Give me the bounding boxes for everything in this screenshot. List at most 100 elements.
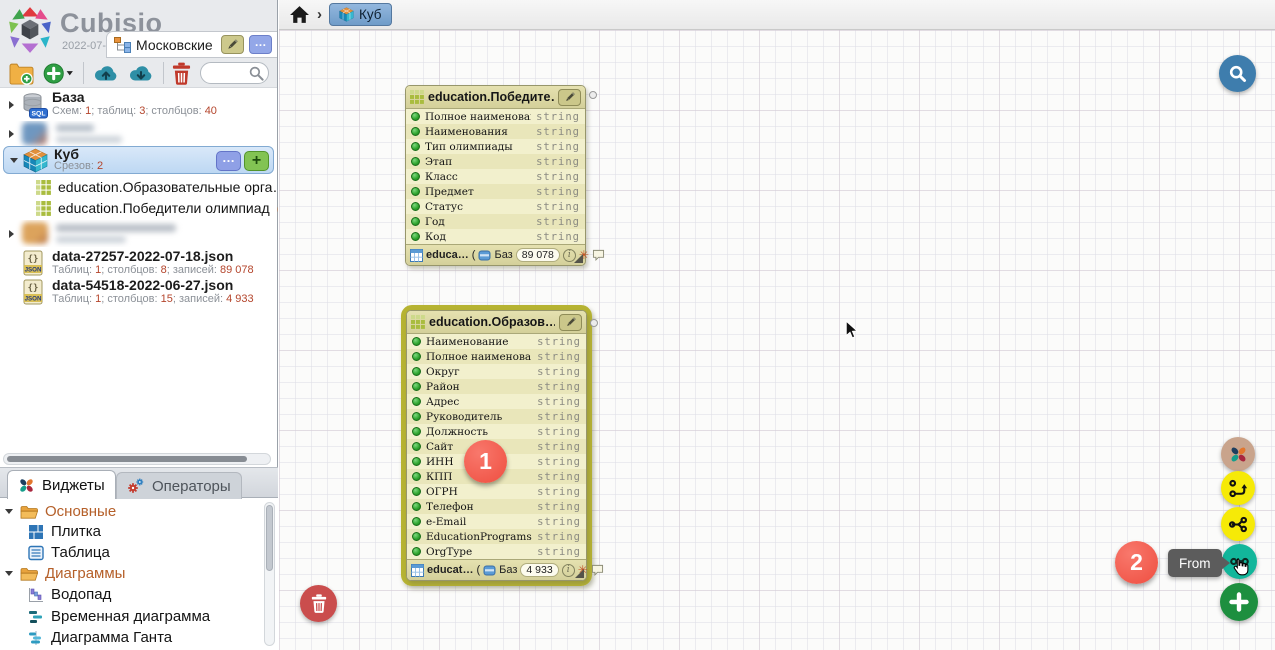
card-field-row[interactable]: Полное наименование string	[406, 109, 585, 124]
chevron-down-icon[interactable]	[5, 509, 13, 514]
cube-more-button[interactable]: …	[216, 151, 241, 171]
tree-item-slice[interactable]: education.Образовательные орга…	[0, 177, 278, 197]
widget-item-gantt[interactable]: Диаграмма Ганта	[28, 627, 172, 648]
card-field-row[interactable]: Год string	[406, 214, 585, 229]
project-edit-button[interactable]	[221, 35, 244, 54]
plus-icon	[1229, 592, 1249, 612]
table-card-winners[interactable]: education.Победите… Полное наименование …	[405, 85, 604, 266]
project-chip[interactable]: Московские школы …	[106, 31, 277, 58]
tree-item-redacted[interactable]	[0, 220, 278, 247]
widget-item-waterfall[interactable]: Водопад	[28, 584, 111, 605]
scrollbar-thumb[interactable]	[266, 505, 273, 571]
redacted-text	[56, 236, 126, 243]
card-field-row[interactable]: Статус string	[406, 199, 585, 214]
tooltip: From	[1168, 549, 1229, 577]
card-field-row[interactable]: Этап string	[406, 154, 585, 169]
card-field-row[interactable]: Наименования string	[406, 124, 585, 139]
tree-item-cube[interactable]: Куб Срезов: 2 … +	[3, 146, 274, 174]
card-field-row[interactable]: e-Email string	[407, 514, 586, 529]
chevron-down-icon[interactable]	[10, 158, 18, 163]
delete-button[interactable]	[172, 62, 191, 85]
asterisk-icon[interactable]: ✳	[578, 248, 589, 262]
table-card-organizations-selection[interactable]: education.Образов… Наименование string П…	[401, 305, 603, 586]
cube-add-button[interactable]: +	[244, 151, 269, 171]
comment-icon[interactable]	[591, 564, 604, 576]
card-header[interactable]: education.Образов…	[407, 311, 586, 334]
card-field-row[interactable]: Район string	[407, 379, 586, 394]
card-field-row[interactable]: Руководитель string	[407, 409, 586, 424]
field-name: Руководитель	[426, 410, 503, 423]
diagram-canvas[interactable]: education.Победите… Полное наименование …	[279, 30, 1275, 650]
cloud-upload-button[interactable]	[93, 63, 119, 83]
add-new-button[interactable]	[43, 62, 74, 85]
sidebar: Cubisio 2022-07-15 Московские школы …	[0, 0, 278, 650]
card-field-row[interactable]: EducationPrograms string	[407, 529, 586, 544]
field-name: Полное наименова…	[426, 350, 533, 363]
sidebar-search	[200, 62, 278, 84]
card-field-row[interactable]: Телефон string	[407, 499, 586, 514]
card-field-row[interactable]: Класс string	[406, 169, 585, 184]
search-input[interactable]	[209, 64, 278, 82]
widget-group-basic[interactable]: Основные	[5, 501, 116, 522]
resize-handle[interactable]	[575, 569, 584, 578]
card-header[interactable]: education.Победите…	[406, 86, 585, 109]
step-link-icon	[1228, 479, 1247, 497]
connector-dot[interactable]	[590, 319, 598, 327]
chevron-right-icon[interactable]	[9, 130, 14, 138]
card-field-row[interactable]: Код string	[406, 229, 585, 244]
app-date: 2022-07-15	[62, 40, 119, 52]
card-source-name: educa…	[426, 249, 469, 261]
info-icon[interactable]: i	[561, 563, 575, 577]
tab-widgets[interactable]: Виджеты	[7, 470, 116, 499]
field-dot-icon	[411, 232, 420, 241]
card-field-row[interactable]: ИНН string	[407, 454, 586, 469]
card-field-row[interactable]: Наименование string	[407, 334, 586, 349]
project-more-button[interactable]: …	[249, 35, 272, 54]
tree-item-json-file[interactable]: {} JSON data-54518-2022-06-27.json Табли…	[0, 278, 278, 307]
field-dot-icon	[412, 517, 421, 526]
scrollbar-thumb[interactable]	[7, 456, 247, 462]
tree-item-database[interactable]: SQL База Схем: 1; таблиц: 3; столбцов: 4…	[0, 90, 278, 120]
tree-item-title: data-27257-2022-07-18.json	[52, 249, 234, 264]
widget-group-charts[interactable]: Диаграммы	[5, 563, 125, 584]
step-link-button[interactable]	[1221, 471, 1255, 505]
card-field-row[interactable]: Округ string	[407, 364, 586, 379]
branch-link-button[interactable]	[1221, 507, 1255, 541]
chevron-right-icon[interactable]	[9, 230, 14, 238]
app-logo-icon	[5, 5, 55, 55]
home-icon[interactable]	[289, 5, 310, 24]
card-field-row[interactable]: Адрес string	[407, 394, 586, 409]
vertical-scrollbar[interactable]	[264, 502, 275, 646]
folder-add-button[interactable]	[9, 62, 34, 85]
card-field-row[interactable]: Тип олимпиады string	[406, 139, 585, 154]
comment-icon[interactable]	[592, 249, 605, 261]
resize-handle[interactable]	[574, 254, 583, 263]
chevron-right-icon[interactable]	[9, 101, 14, 109]
chevron-down-icon[interactable]	[5, 571, 13, 576]
canvas-search-button[interactable]	[1219, 55, 1256, 92]
card-field-row[interactable]: Предмет string	[406, 184, 585, 199]
table-card-organizations[interactable]: education.Образов… Наименование string П…	[406, 310, 603, 581]
card-field-row[interactable]: Должность string	[407, 424, 586, 439]
card-field-row[interactable]: ОГРН string	[407, 484, 586, 499]
canvas-delete-button[interactable]	[300, 585, 337, 622]
tree-item-json-file[interactable]: {} JSON data-27257-2022-07-18.json Табли…	[0, 249, 278, 278]
card-edit-button[interactable]	[558, 88, 581, 106]
widget-item-tile[interactable]: Плитка	[28, 521, 101, 542]
tree-item-redacted[interactable]	[0, 121, 278, 147]
card-field-row[interactable]: OrgType string	[407, 544, 586, 559]
horizontal-scrollbar[interactable]	[3, 453, 271, 465]
field-dot-icon	[412, 487, 421, 496]
cloud-download-button[interactable]	[128, 63, 154, 83]
field-name: Наименования	[425, 125, 508, 138]
widget-item-timeline[interactable]: Временная диаграмма	[28, 606, 210, 627]
tab-operators[interactable]: Операторы	[116, 472, 242, 499]
card-field-row[interactable]: Полное наименова… string	[407, 349, 586, 364]
card-edit-button[interactable]	[559, 313, 582, 331]
tree-item-slice[interactable]: education.Победители олимпиад (89 0	[0, 198, 278, 218]
add-node-button[interactable]	[1220, 583, 1258, 621]
connector-dot[interactable]	[589, 91, 597, 99]
add-widget-button[interactable]	[1221, 437, 1255, 471]
breadcrumb-item-cube[interactable]: Куб	[329, 3, 392, 26]
widget-item-table[interactable]: Таблица	[28, 542, 110, 563]
